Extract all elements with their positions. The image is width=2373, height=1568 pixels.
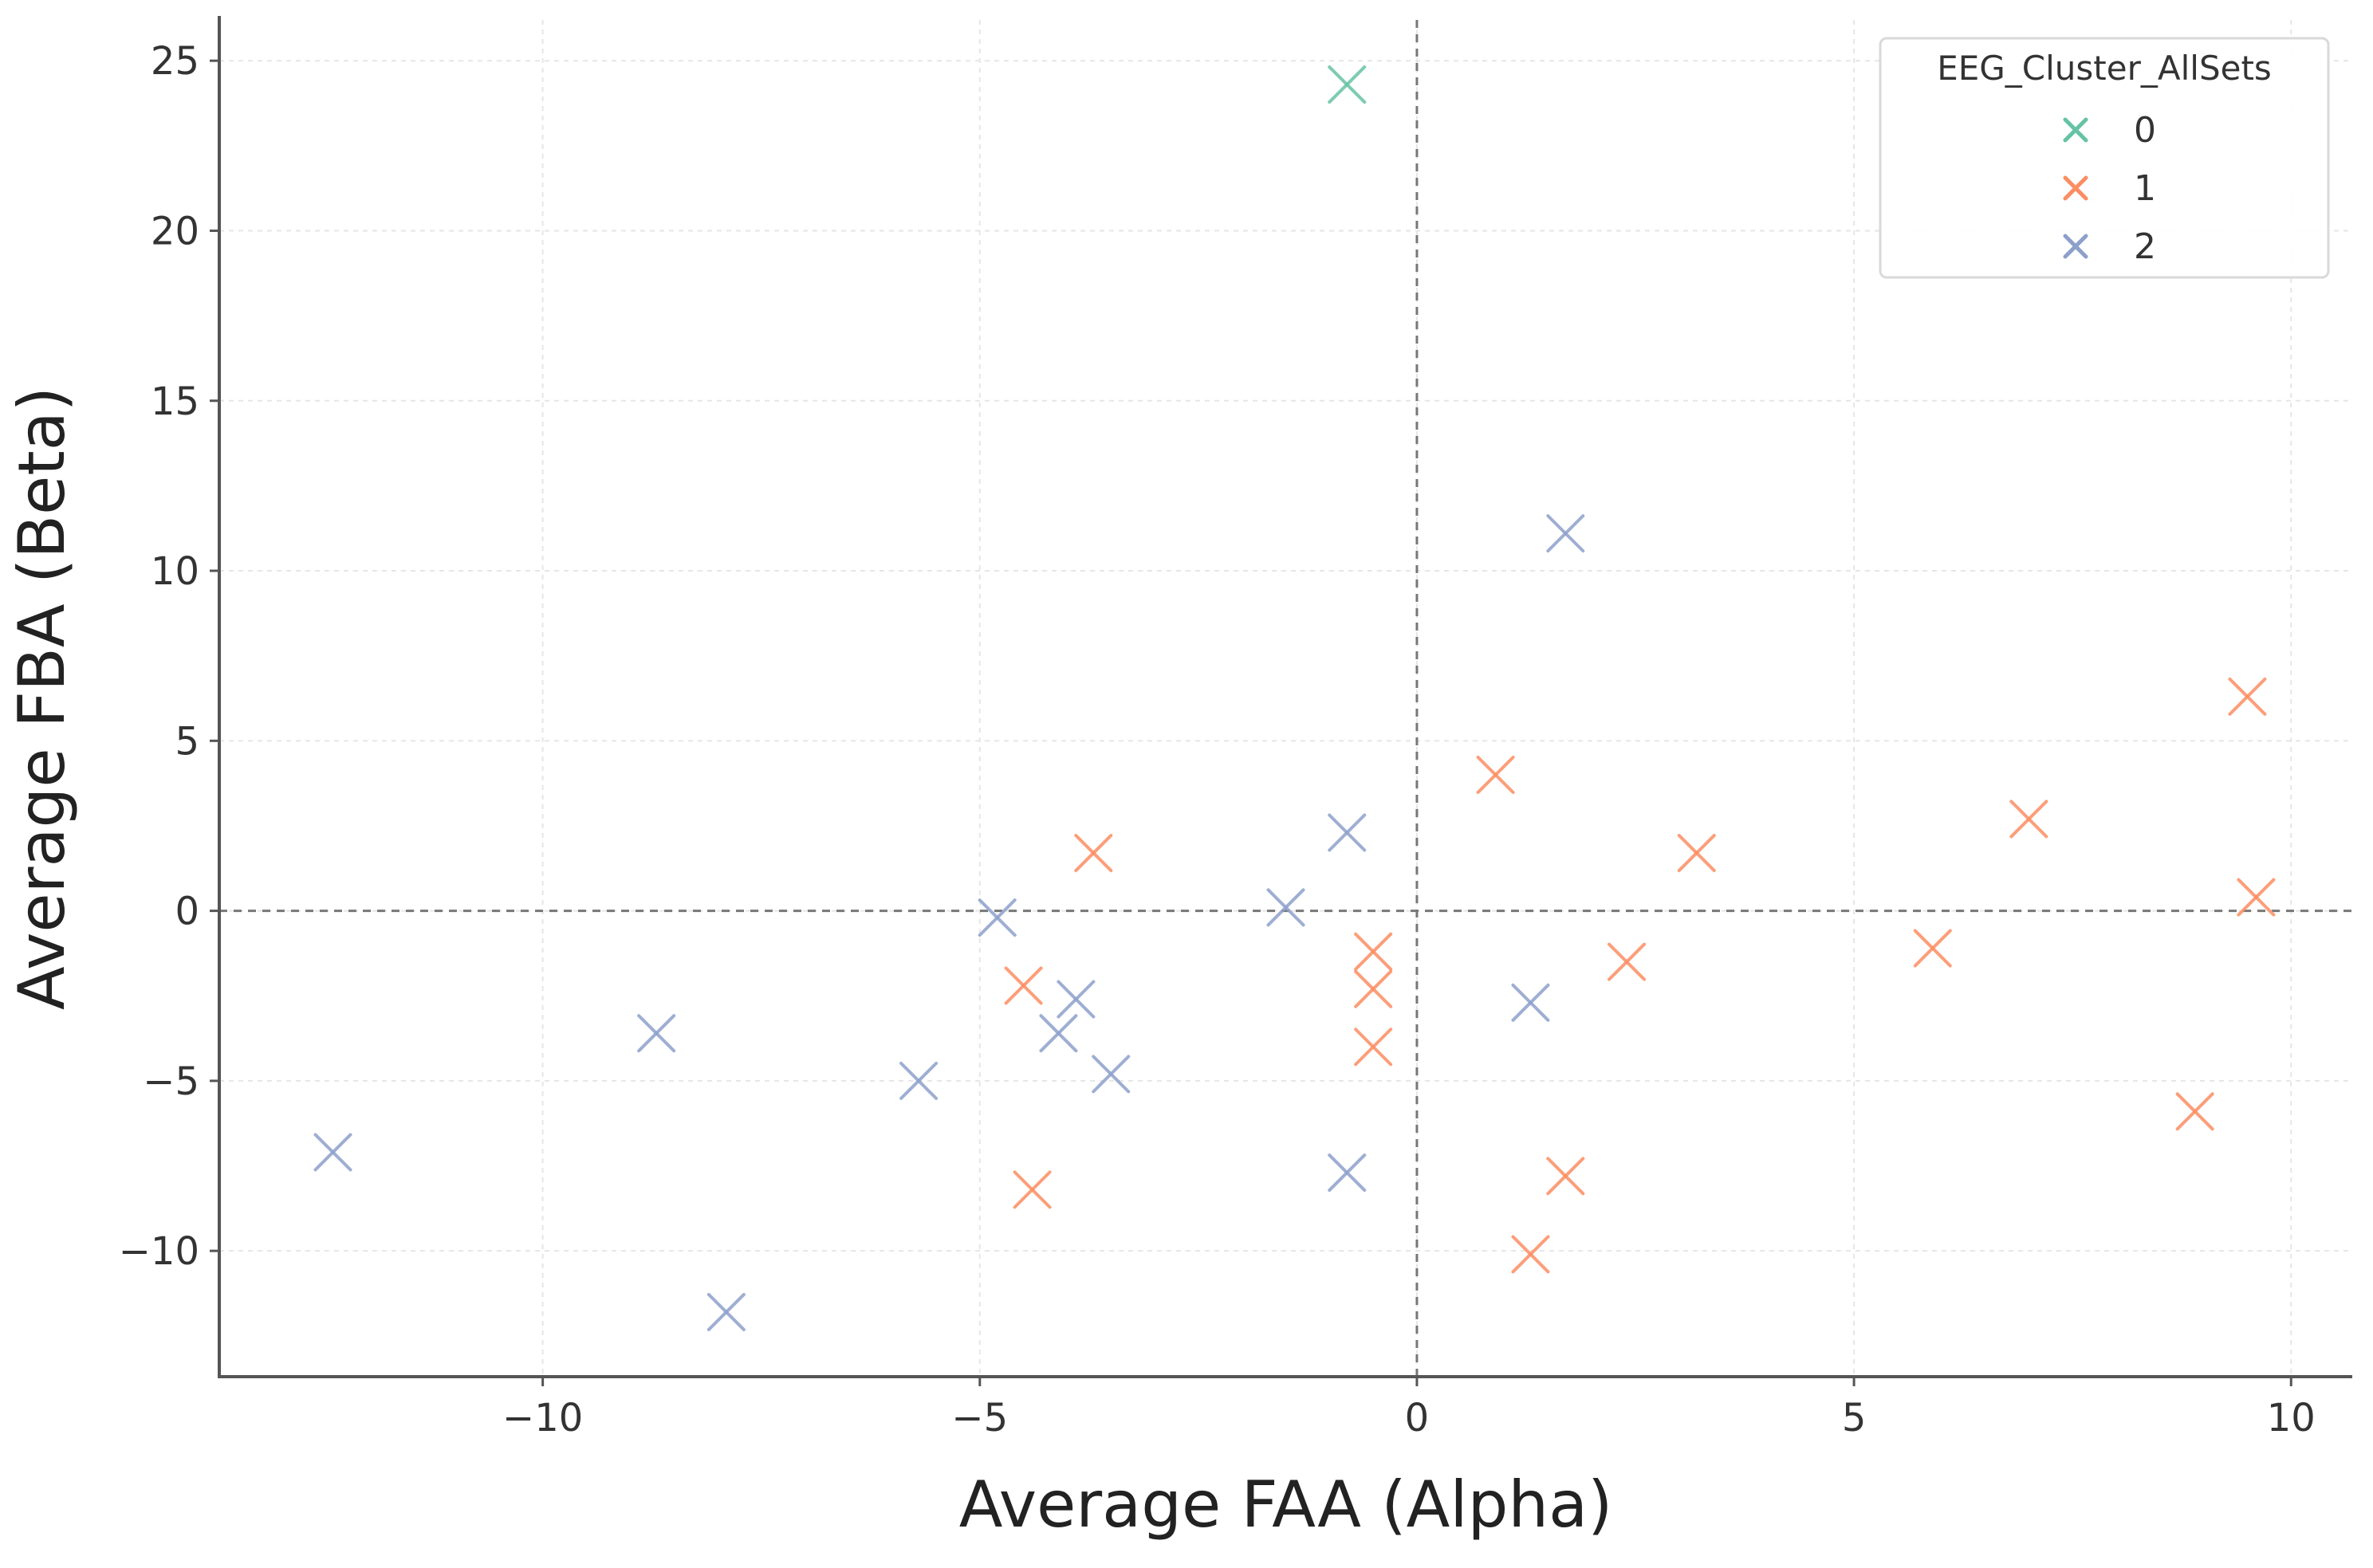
data-point-cluster-1 xyxy=(1074,834,1113,873)
data-point-cluster-2 xyxy=(1057,980,1096,1019)
x-tick-label: 5 xyxy=(1842,1396,1867,1440)
legend-marker-2 xyxy=(2063,234,2088,259)
legend-label-0: 0 xyxy=(2134,110,2156,151)
y-tick-label: 25 xyxy=(151,39,199,84)
reference-lines xyxy=(219,20,2352,1377)
data-point-cluster-1 xyxy=(2009,800,2048,839)
grid xyxy=(219,20,2352,1377)
y-tick-label: 10 xyxy=(151,549,199,594)
data-points xyxy=(313,65,2276,1331)
x-tick-label: −10 xyxy=(502,1396,583,1440)
data-point-cluster-1 xyxy=(1608,942,1647,981)
data-point-cluster-2 xyxy=(313,1133,352,1172)
data-point-cluster-2 xyxy=(1039,1014,1078,1053)
legend-frame xyxy=(1879,37,2330,279)
data-point-cluster-1 xyxy=(1511,1235,1550,1274)
legend-label-1: 1 xyxy=(2134,168,2156,209)
data-point-cluster-1 xyxy=(1913,929,1952,968)
x-tick-label: 10 xyxy=(2267,1396,2316,1440)
data-point-cluster-1 xyxy=(1354,932,1393,971)
x-tick-label: 0 xyxy=(1405,1396,1430,1440)
data-point-cluster-1 xyxy=(1004,966,1043,1005)
x-axis-title: Average FAA (Alpha) xyxy=(959,1468,1613,1542)
legend-marker-1 xyxy=(2063,175,2088,201)
y-tick-label: −10 xyxy=(119,1229,199,1274)
axes xyxy=(218,16,2352,1378)
legend-entries: 0 1 2 xyxy=(2063,110,2156,267)
y-axis-title: Average FBA (Beta) xyxy=(5,387,79,1010)
data-point-cluster-2 xyxy=(978,898,1017,937)
legend: EEG_Cluster_AllSets 0 1 2 xyxy=(1879,37,2330,279)
data-point-cluster-2 xyxy=(1546,514,1585,553)
x-tick-label: −5 xyxy=(951,1396,1008,1440)
data-point-cluster-2 xyxy=(1328,813,1367,852)
legend-label-2: 2 xyxy=(2134,226,2156,267)
data-point-cluster-1 xyxy=(1354,1028,1393,1067)
y-tick-label: 5 xyxy=(175,719,199,764)
y-tick-label: −5 xyxy=(143,1059,199,1104)
data-point-cluster-2 xyxy=(899,1061,939,1100)
data-point-cluster-2 xyxy=(1092,1055,1131,1094)
data-point-cluster-1 xyxy=(2228,677,2267,716)
data-point-cluster-1 xyxy=(1546,1157,1585,1196)
y-tick-label: 20 xyxy=(151,209,199,253)
legend-marker-0 xyxy=(2063,117,2088,143)
data-point-cluster-0 xyxy=(1328,65,1367,104)
y-tick-label: 15 xyxy=(151,379,199,424)
data-point-cluster-2 xyxy=(706,1292,746,1331)
data-point-cluster-1 xyxy=(2175,1092,2214,1131)
legend-title: EEG_Cluster_AllSets xyxy=(1937,49,2272,88)
data-point-cluster-1 xyxy=(1013,1170,1052,1209)
data-point-cluster-1 xyxy=(2237,878,2276,917)
y-tick-label: 0 xyxy=(175,890,199,934)
data-point-cluster-1 xyxy=(1476,755,1515,794)
data-point-cluster-2 xyxy=(1511,983,1550,1022)
data-point-cluster-2 xyxy=(637,1014,676,1053)
data-point-cluster-1 xyxy=(1677,834,1716,873)
data-point-cluster-1 xyxy=(1354,969,1393,1008)
data-point-cluster-2 xyxy=(1328,1153,1367,1193)
data-point-cluster-2 xyxy=(1266,888,1305,927)
